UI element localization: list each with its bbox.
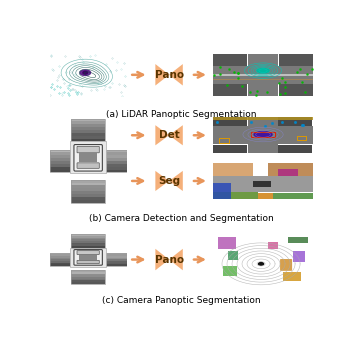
Text: Pano: Pano: [154, 254, 184, 265]
Text: Pano: Pano: [154, 70, 184, 80]
Text: Det: Det: [159, 130, 179, 140]
Polygon shape: [169, 125, 183, 145]
Polygon shape: [169, 249, 183, 270]
Polygon shape: [155, 64, 169, 86]
Polygon shape: [155, 125, 169, 145]
Polygon shape: [169, 64, 183, 86]
Polygon shape: [169, 171, 183, 191]
Text: Seg: Seg: [158, 176, 180, 186]
Text: (a) LiDAR Panoptic Segmentation: (a) LiDAR Panoptic Segmentation: [106, 110, 257, 119]
Polygon shape: [155, 249, 169, 270]
Text: (c) Camera Panoptic Segmentation: (c) Camera Panoptic Segmentation: [102, 296, 261, 305]
Polygon shape: [155, 171, 169, 191]
Text: (b) Camera Detection and Segmentation: (b) Camera Detection and Segmentation: [89, 214, 274, 223]
